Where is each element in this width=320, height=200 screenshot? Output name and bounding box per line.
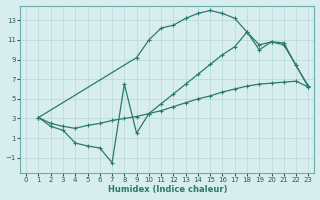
X-axis label: Humidex (Indice chaleur): Humidex (Indice chaleur): [108, 185, 227, 194]
